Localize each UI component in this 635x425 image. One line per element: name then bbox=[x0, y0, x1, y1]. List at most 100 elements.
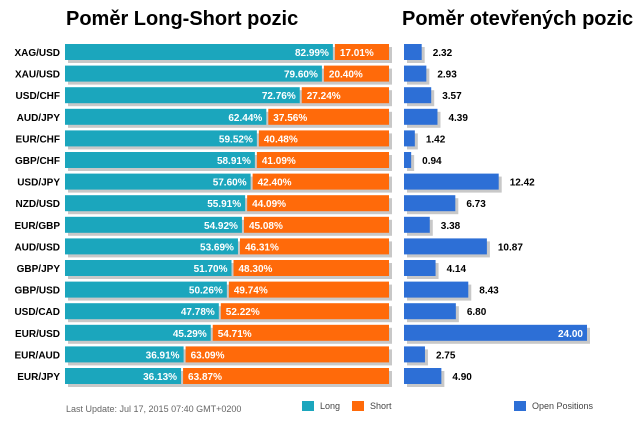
short-value-label: 17.01% bbox=[340, 48, 374, 59]
open-bar bbox=[404, 195, 456, 212]
long-bar bbox=[65, 65, 322, 82]
open-bar bbox=[404, 303, 456, 320]
long-value-label: 79.60% bbox=[284, 70, 318, 81]
category-label: AUD/JPY bbox=[17, 113, 61, 124]
short-bar bbox=[268, 108, 389, 125]
short-bar bbox=[247, 195, 389, 212]
open-value-label: 6.80 bbox=[467, 307, 487, 318]
short-bar bbox=[183, 368, 389, 384]
long-bar bbox=[65, 238, 238, 255]
short-bar bbox=[220, 303, 389, 320]
open-value-label: 3.57 bbox=[442, 91, 462, 102]
short-value-label: 46.31% bbox=[245, 242, 279, 253]
category-label: GBP/USD bbox=[14, 286, 60, 297]
long-value-label: 54.92% bbox=[204, 221, 238, 232]
short-value-label: 48.30% bbox=[239, 264, 273, 275]
long-bar bbox=[65, 130, 257, 147]
long-value-label: 57.60% bbox=[213, 178, 247, 189]
short-bar bbox=[239, 238, 389, 255]
legend-short-label: Short bbox=[370, 401, 392, 411]
category-label: XAG/USD bbox=[14, 48, 60, 59]
long-bar bbox=[65, 368, 182, 384]
long-bar bbox=[65, 108, 267, 125]
long-bar bbox=[65, 303, 219, 320]
open-value-label: 3.38 bbox=[441, 221, 461, 232]
open-value-label: 0.94 bbox=[422, 156, 442, 167]
long-value-label: 62.44% bbox=[228, 113, 262, 124]
open-bar bbox=[404, 152, 412, 168]
short-bar bbox=[243, 216, 389, 233]
category-label: EUR/USD bbox=[15, 329, 60, 340]
category-label: EUR/GBP bbox=[14, 221, 60, 232]
long-bar bbox=[65, 195, 246, 212]
open-value-label: 2.32 bbox=[433, 48, 453, 59]
legend-long-label: Long bbox=[320, 401, 341, 411]
long-value-label: 82.99% bbox=[295, 48, 329, 59]
legend-open-swatch bbox=[514, 401, 526, 411]
open-bar bbox=[404, 44, 422, 60]
short-value-label: 40.48% bbox=[264, 134, 298, 145]
legend-open: Open Positions bbox=[514, 401, 593, 411]
short-value-label: 63.87% bbox=[188, 372, 222, 383]
short-value-label: 44.09% bbox=[252, 199, 286, 210]
short-value-label: 41.09% bbox=[262, 156, 296, 167]
category-label: EUR/JPY bbox=[17, 372, 60, 383]
short-value-label: 63.09% bbox=[191, 350, 225, 361]
long-value-label: 72.76% bbox=[262, 91, 296, 102]
short-bar bbox=[228, 281, 389, 298]
legend-long: Long bbox=[302, 401, 340, 411]
short-bar bbox=[212, 324, 389, 341]
short-value-label: 27.24% bbox=[307, 91, 341, 102]
category-label: AUD/USD bbox=[14, 242, 60, 253]
long-bar bbox=[65, 44, 333, 60]
category-label: XAU/USD bbox=[15, 70, 60, 81]
open-bar bbox=[404, 130, 415, 147]
short-value-label: 54.71% bbox=[218, 329, 252, 340]
open-value-label: 12.42 bbox=[510, 178, 535, 189]
category-label: NZD/USD bbox=[16, 199, 60, 210]
category-label: GBP/JPY bbox=[17, 264, 61, 275]
open-value-label: 4.90 bbox=[452, 372, 472, 383]
open-value-label: 8.43 bbox=[479, 286, 499, 297]
long-value-label: 45.29% bbox=[173, 329, 207, 340]
short-value-label: 20.40% bbox=[329, 70, 363, 81]
open-bar bbox=[404, 108, 438, 125]
long-value-label: 47.78% bbox=[181, 307, 215, 318]
short-bar bbox=[258, 130, 389, 147]
open-bar bbox=[404, 173, 499, 190]
long-value-label: 50.26% bbox=[189, 286, 223, 297]
long-bar bbox=[65, 281, 227, 298]
open-bar bbox=[404, 65, 427, 82]
open-value-label: 4.39 bbox=[448, 113, 468, 124]
open-bar bbox=[404, 238, 487, 255]
last-update-text: Last Update: Jul 17, 2015 07:40 GMT+0200 bbox=[66, 404, 242, 414]
short-bar bbox=[334, 44, 389, 60]
short-bar bbox=[252, 173, 389, 190]
open-value-label: 2.75 bbox=[436, 350, 456, 361]
long-bar bbox=[65, 260, 232, 276]
long-short-title: Poměr Long-Short pozic bbox=[66, 8, 299, 30]
short-value-label: 37.56% bbox=[273, 113, 307, 124]
long-value-label: 36.13% bbox=[143, 372, 177, 383]
long-value-label: 51.70% bbox=[194, 264, 228, 275]
category-label: EUR/AUD bbox=[14, 350, 60, 361]
long-bar bbox=[65, 216, 242, 233]
open-value-label: 1.42 bbox=[426, 134, 446, 145]
short-value-label: 49.74% bbox=[234, 286, 268, 297]
open-bar bbox=[404, 260, 436, 276]
short-bar bbox=[301, 87, 389, 104]
category-label: USD/JPY bbox=[17, 178, 60, 189]
open-value-label: 2.93 bbox=[437, 70, 457, 81]
short-value-label: 42.40% bbox=[258, 178, 292, 189]
category-label: USD/CAD bbox=[14, 307, 60, 318]
long-bar bbox=[65, 87, 300, 104]
open-bar bbox=[404, 346, 425, 363]
open-bar bbox=[404, 281, 469, 298]
long-bar bbox=[65, 346, 184, 363]
long-bar bbox=[65, 152, 255, 168]
legend-short: Short bbox=[352, 401, 392, 411]
category-label: USD/CHF bbox=[16, 91, 60, 102]
long-value-label: 55.91% bbox=[207, 199, 241, 210]
category-label: EUR/CHF bbox=[16, 134, 60, 145]
